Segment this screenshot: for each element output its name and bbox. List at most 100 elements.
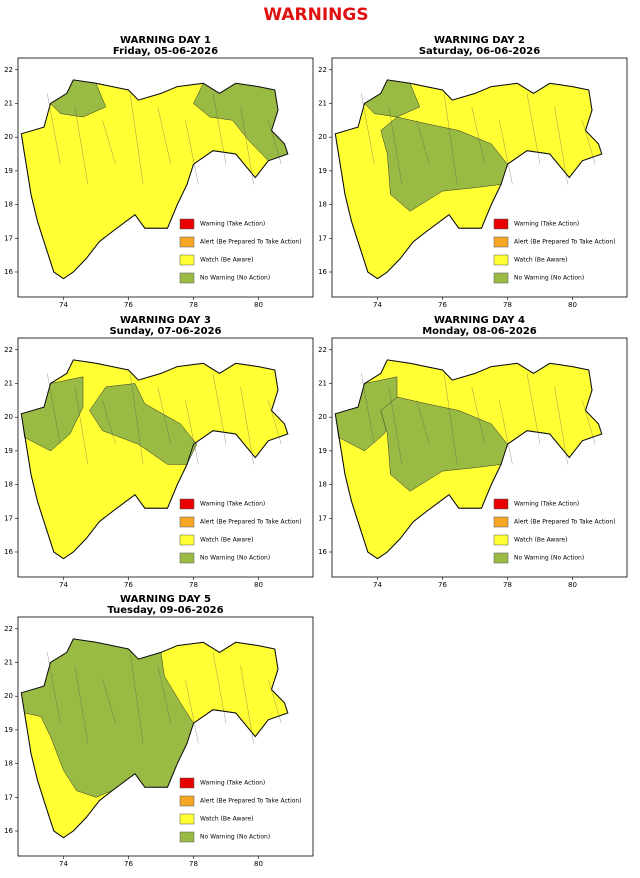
- district-boundary: [129, 373, 144, 465]
- legend-swatch: [493, 498, 509, 510]
- y-tick-label: 16: [4, 548, 13, 556]
- x-tick-label: 74: [59, 860, 68, 868]
- y-tick-label: 21: [4, 99, 13, 107]
- y-tick-label: 20: [318, 413, 327, 421]
- legend-swatch: [179, 795, 195, 807]
- legend-label: No Warning (No Action): [514, 555, 584, 562]
- y-tick-label: 19: [4, 726, 13, 734]
- legend-swatch: [179, 831, 195, 843]
- district-boundary: [268, 679, 282, 724]
- legend-swatch: [179, 236, 195, 248]
- y-tick-label: 16: [4, 268, 13, 276]
- district-boundary: [47, 93, 61, 165]
- legend-label: Warning (Take Action): [514, 501, 579, 508]
- district-boundary: [240, 106, 254, 185]
- legend-label: Warning (Take Action): [200, 501, 265, 508]
- panel-heading: WARNING DAY 3: [120, 315, 211, 326]
- y-tick-label: 20: [4, 133, 13, 141]
- legend-label: Alert (Be Prepared To Take Action): [514, 239, 616, 246]
- district-boundary: [443, 373, 458, 465]
- y-tick-label: 19: [318, 167, 327, 175]
- x-tick-label: 80: [568, 581, 577, 589]
- district-boundary: [212, 652, 227, 724]
- legend-label: Watch (Be Aware): [200, 537, 253, 544]
- legend-swatch: [179, 534, 195, 546]
- y-tick-label: 22: [318, 346, 327, 354]
- legend-swatch: [179, 218, 195, 230]
- y-tick-label: 22: [4, 346, 13, 354]
- district-boundary: [240, 665, 254, 744]
- y-tick-label: 22: [4, 66, 13, 74]
- state-outline: [334, 79, 603, 280]
- y-tick-label: 19: [4, 167, 13, 175]
- panel-heading: WARNING DAY 2: [434, 35, 525, 46]
- state-outline: [20, 359, 289, 560]
- x-tick-label: 80: [254, 860, 263, 868]
- x-tick-label: 78: [503, 581, 512, 589]
- district-boundary: [212, 373, 227, 445]
- state-outline: [20, 638, 289, 839]
- legend-swatch: [493, 218, 509, 230]
- page-title: WARNINGS: [263, 5, 368, 25]
- legend-label: Watch (Be Aware): [514, 537, 567, 544]
- district-boundary: [526, 373, 541, 445]
- x-tick-label: 78: [503, 301, 512, 309]
- district-boundary: [185, 120, 199, 185]
- legend-swatch: [179, 813, 195, 825]
- y-tick-label: 16: [318, 548, 327, 556]
- y-tick-label: 17: [4, 514, 13, 522]
- district-boundary: [47, 652, 61, 724]
- y-tick-label: 22: [318, 66, 327, 74]
- legend-label: No Warning (No Action): [200, 555, 270, 562]
- legend-swatch: [493, 254, 509, 266]
- district-boundary: [129, 93, 144, 185]
- y-tick-label: 18: [318, 201, 327, 209]
- district-boundary: [157, 665, 171, 724]
- y-tick-label: 21: [318, 99, 327, 107]
- district-boundary: [157, 386, 171, 445]
- y-tick-label: 21: [318, 379, 327, 387]
- district-boundary: [268, 400, 282, 445]
- district-boundary: [443, 93, 458, 185]
- district-boundary: [554, 386, 568, 465]
- district-boundary: [471, 106, 485, 165]
- panel-date: Tuesday, 09-06-2026: [107, 605, 223, 616]
- district-boundary: [388, 106, 403, 185]
- district-boundary: [185, 679, 199, 744]
- legend-label: Warning (Take Action): [514, 221, 579, 228]
- y-tick-label: 20: [4, 413, 13, 421]
- district-boundary: [471, 386, 485, 445]
- legend-label: No Warning (No Action): [514, 275, 584, 282]
- legend-label: Watch (Be Aware): [514, 257, 567, 264]
- district-boundary: [554, 106, 568, 185]
- x-tick-label: 78: [189, 301, 198, 309]
- y-tick-label: 20: [318, 133, 327, 141]
- district-boundary: [102, 120, 116, 165]
- legend-swatch: [493, 516, 509, 528]
- legend-label: Alert (Be Prepared To Take Action): [514, 519, 616, 526]
- y-tick-label: 17: [318, 514, 327, 522]
- district-boundary: [102, 400, 116, 445]
- y-tick-label: 18: [318, 481, 327, 489]
- x-tick-label: 74: [59, 581, 68, 589]
- y-tick-label: 19: [318, 447, 327, 455]
- legend-swatch: [179, 254, 195, 266]
- panel-heading: WARNING DAY 4: [434, 315, 525, 326]
- legend-label: Watch (Be Aware): [200, 257, 253, 264]
- y-tick-label: 19: [4, 447, 13, 455]
- panel-heading: WARNING DAY 1: [120, 35, 211, 46]
- x-tick-label: 78: [189, 860, 198, 868]
- legend-swatch: [179, 552, 195, 564]
- x-tick-label: 74: [373, 581, 382, 589]
- y-tick-label: 18: [4, 760, 13, 768]
- y-tick-label: 20: [4, 692, 13, 700]
- y-tick-label: 16: [318, 268, 327, 276]
- district-boundary: [212, 93, 227, 165]
- x-tick-label: 80: [568, 301, 577, 309]
- x-tick-label: 78: [189, 581, 198, 589]
